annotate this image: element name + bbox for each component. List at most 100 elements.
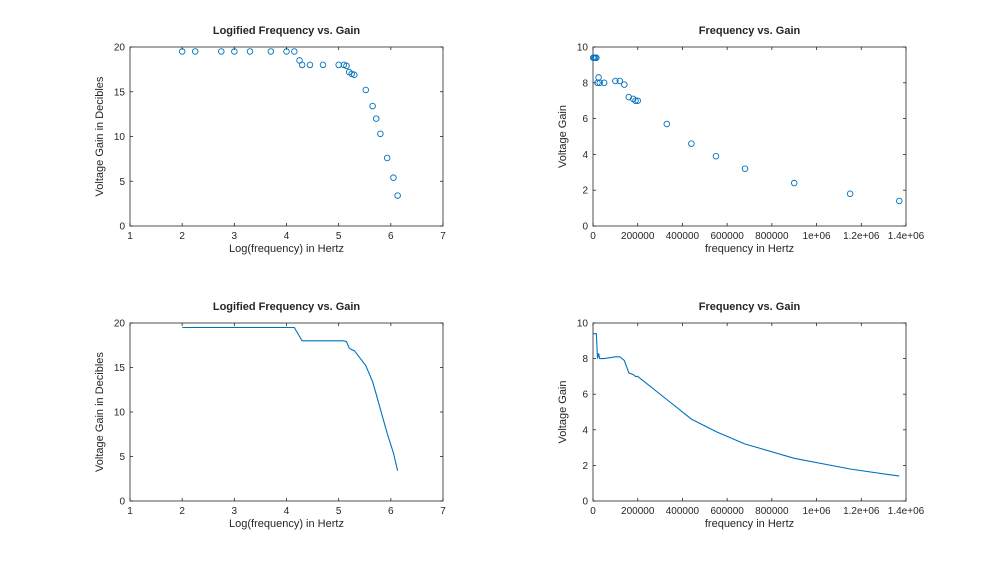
x-tick-label: 800000 xyxy=(755,506,789,517)
data-point xyxy=(790,179,798,187)
x-tick-label: 0 xyxy=(590,231,596,242)
y-tick-label: 0 xyxy=(582,222,588,233)
data-point xyxy=(625,93,633,101)
y-tick-label: 2 xyxy=(582,186,588,197)
x-tick-label: 1.2e+06 xyxy=(843,506,880,517)
panel-top-left: Logified Frequency vs. Gain Log(frequenc… xyxy=(94,25,446,255)
y-axis-label: Voltage Gain xyxy=(557,105,569,168)
panel-bottom-right: Frequency vs. Gain frequency in Hertz Vo… xyxy=(557,301,925,530)
x-tick-label: 600000 xyxy=(710,506,744,517)
data-point xyxy=(267,48,275,55)
x-tick-label: 6 xyxy=(388,231,394,242)
y-tick-label: 6 xyxy=(582,390,588,401)
x-tick-label: 1e+06 xyxy=(803,231,832,242)
x-tick-label: 0 xyxy=(590,506,596,517)
x-tick-label: 7 xyxy=(440,506,446,517)
chart-title: Logified Frequency vs. Gain xyxy=(213,301,361,313)
data-point xyxy=(621,81,628,88)
y-axis-label: Voltage Gain xyxy=(557,381,569,444)
x-tick-label: 6 xyxy=(388,506,394,517)
y-tick-label: 0 xyxy=(119,497,125,508)
y-tick-label: 10 xyxy=(577,319,589,330)
series-line xyxy=(182,326,399,471)
x-tick-label: 1e+06 xyxy=(803,506,832,517)
x-axis-label: frequency in Hertz xyxy=(705,243,794,255)
data-point xyxy=(343,62,350,70)
chart-title: Frequency vs. Gain xyxy=(699,25,801,37)
y-tick-label: 0 xyxy=(119,222,125,233)
x-axis-label: Log(frequency) in Hertz xyxy=(229,243,344,255)
data-point xyxy=(218,48,225,55)
data-point xyxy=(741,165,749,172)
x-tick-label: 4 xyxy=(284,231,290,242)
x-tick-label: 1.4e+06 xyxy=(888,506,925,517)
y-axis-label: Voltage Gain in Decibles xyxy=(94,76,106,196)
x-tick-label: 200000 xyxy=(621,506,655,517)
data-point xyxy=(369,102,376,110)
x-tick-label: 5 xyxy=(336,506,342,517)
y-tick-label: 15 xyxy=(114,87,126,98)
data-point xyxy=(596,79,603,87)
chart-title: Frequency vs. Gain xyxy=(699,301,801,313)
data-point xyxy=(319,61,327,69)
data-point xyxy=(634,97,641,104)
x-tick-label: 800000 xyxy=(755,231,789,242)
y-tick-label: 15 xyxy=(114,363,126,374)
y-tick-label: 4 xyxy=(582,150,588,161)
x-tick-label: 1.4e+06 xyxy=(888,231,925,242)
data-point xyxy=(178,48,186,55)
data-point xyxy=(362,86,370,94)
y-tick-label: 10 xyxy=(577,43,589,54)
data-point xyxy=(600,79,608,87)
y-tick-label: 20 xyxy=(114,43,126,54)
x-tick-label: 400000 xyxy=(666,231,700,242)
x-axis-label: frequency in Hertz xyxy=(705,518,794,530)
panel-bottom-left: Logified Frequency vs. Gain Log(frequenc… xyxy=(94,301,446,530)
y-tick-label: 8 xyxy=(582,354,588,365)
x-tick-label: 200000 xyxy=(621,231,655,242)
data-point xyxy=(394,192,401,199)
data-point xyxy=(231,48,238,55)
chart-title: Logified Frequency vs. Gain xyxy=(213,25,361,37)
data-point xyxy=(688,140,695,147)
axes-frame xyxy=(592,46,907,227)
data-point xyxy=(191,48,199,55)
data-point xyxy=(383,154,391,162)
x-tick-label: 1.2e+06 xyxy=(843,231,880,242)
data-point xyxy=(372,115,380,122)
axes-frame xyxy=(129,46,444,227)
x-tick-label: 400000 xyxy=(666,506,700,517)
axes-frame xyxy=(129,322,444,502)
data-point xyxy=(351,71,358,78)
x-tick-label: 2 xyxy=(179,231,185,242)
x-axis-label: Log(frequency) in Hertz xyxy=(229,518,344,530)
x-tick-label: 3 xyxy=(232,231,238,242)
x-tick-label: 7 xyxy=(440,231,446,242)
data-point xyxy=(306,61,314,69)
y-tick-label: 8 xyxy=(582,78,588,89)
x-tick-label: 1 xyxy=(127,506,133,517)
y-tick-label: 5 xyxy=(119,452,125,463)
x-tick-label: 600000 xyxy=(710,231,744,242)
data-point xyxy=(632,97,639,104)
data-point xyxy=(298,61,306,69)
series-line xyxy=(593,333,900,477)
x-tick-label: 3 xyxy=(232,506,238,517)
y-tick-label: 6 xyxy=(582,114,588,125)
y-tick-label: 20 xyxy=(114,319,126,330)
data-point xyxy=(593,54,600,61)
data-point xyxy=(896,197,903,205)
axes-frame xyxy=(592,322,907,502)
data-point xyxy=(712,152,720,160)
y-tick-label: 2 xyxy=(582,461,588,472)
x-tick-label: 1 xyxy=(127,231,133,242)
data-point xyxy=(283,48,290,55)
data-point xyxy=(291,48,298,55)
y-axis-label: Voltage Gain in Decibles xyxy=(94,352,106,472)
data-point xyxy=(846,190,854,198)
y-tick-label: 10 xyxy=(114,132,126,143)
y-tick-label: 0 xyxy=(582,497,588,508)
x-tick-label: 5 xyxy=(336,231,342,242)
data-point xyxy=(390,174,397,181)
